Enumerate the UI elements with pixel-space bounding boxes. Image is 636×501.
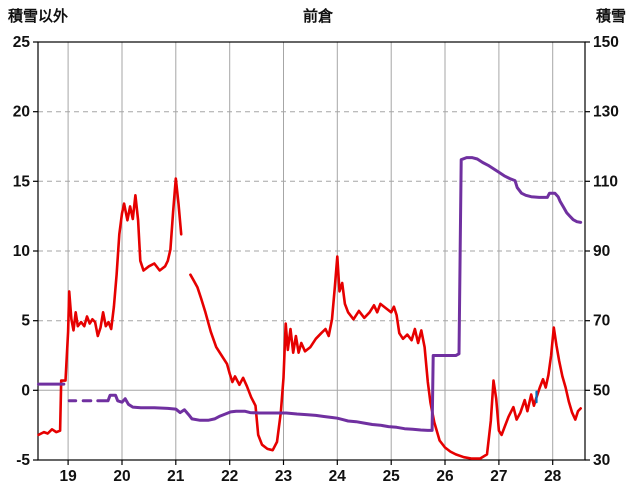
y-left-tick-label: 15 <box>13 173 31 190</box>
y-left-tick-label: 20 <box>13 104 30 121</box>
y-left-tick-label: 10 <box>13 243 30 260</box>
y-left-tick-label: 0 <box>21 382 30 399</box>
y-left-tick-label: -5 <box>16 452 30 469</box>
right-axis-title: 積雪 <box>595 8 626 25</box>
x-tick-label: 19 <box>59 468 77 485</box>
left-axis-title: 積雪以外 <box>8 8 69 25</box>
y-right-tick-label: 130 <box>593 104 619 121</box>
non-snow-red-line <box>189 255 583 460</box>
x-tick-label: 20 <box>113 468 130 485</box>
y-right-tick-label: 70 <box>593 313 610 330</box>
y-right-tick-label: 30 <box>593 452 610 469</box>
plot-border <box>37 41 586 461</box>
y-left-tick-label: 25 <box>13 34 31 51</box>
y-right-tick-label: 50 <box>593 382 610 399</box>
x-tick-label: 28 <box>544 468 562 485</box>
x-tick-label: 24 <box>329 468 347 485</box>
x-tick-label: 26 <box>436 468 454 485</box>
y-right-tick-label: 150 <box>593 34 619 51</box>
y-left-tick-label: 5 <box>21 313 30 330</box>
snow-depth-purple-line <box>96 156 583 432</box>
x-tick-label: 27 <box>490 468 507 485</box>
x-tick-label: 23 <box>275 468 293 485</box>
y-right-tick-label: 90 <box>593 243 610 260</box>
y-right-tick-label: 110 <box>593 173 618 190</box>
x-tick-label: 25 <box>383 468 401 485</box>
x-tick-label: 21 <box>167 468 185 485</box>
x-tick-label: 22 <box>221 468 238 485</box>
non-snow-red-line <box>37 177 183 437</box>
chart-title: 前倉 <box>302 8 333 25</box>
